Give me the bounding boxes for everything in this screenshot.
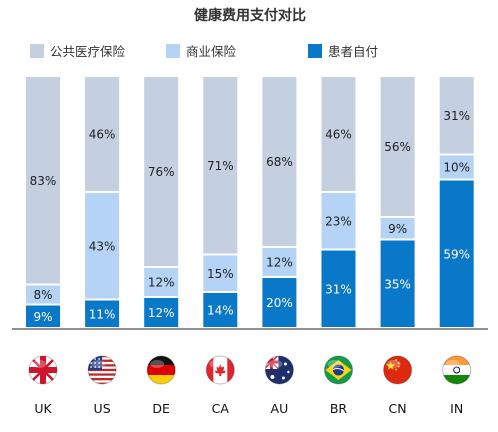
data-label-CA-2: 71% <box>207 159 234 173</box>
data-label-DE-0: 12% <box>148 306 175 320</box>
legend-swatch-2 <box>308 44 322 58</box>
bar-BR-0 <box>321 250 356 327</box>
category-label-AU: AU <box>271 401 289 416</box>
bar-US-1 <box>85 193 120 299</box>
bar-CN-0 <box>380 240 415 327</box>
bar-BR-2 <box>321 77 356 191</box>
uk-flag-icon <box>28 355 58 385</box>
india-flag-icon <box>442 355 472 385</box>
data-label-BR-1: 23% <box>325 214 352 228</box>
bar-UK-2 <box>26 77 60 284</box>
data-label-CN-2: 56% <box>384 140 411 154</box>
bar-IN-1 <box>439 155 474 179</box>
category-label-US: US <box>94 401 111 416</box>
china-flag-icon <box>383 355 413 385</box>
bar-DE-1 <box>144 268 179 296</box>
data-label-US-2: 46% <box>89 128 116 142</box>
bar-CN-2 <box>380 77 415 216</box>
data-label-CA-1: 15% <box>207 267 234 281</box>
category-label-DE: DE <box>152 401 170 416</box>
data-label-DE-1: 12% <box>148 276 175 290</box>
bar-AU-2 <box>262 77 297 246</box>
category-label-CA: CA <box>212 401 230 416</box>
brazil-flag-icon <box>324 355 353 385</box>
data-label-AU-1: 12% <box>266 256 293 270</box>
data-label-UK-0: 9% <box>33 310 52 324</box>
bar-AU-0 <box>262 278 297 327</box>
data-label-DE-2: 76% <box>148 165 175 179</box>
bar-DE-0 <box>144 298 179 327</box>
bar-UK-1 <box>26 285 60 304</box>
legend-label-2: 患者自付 <box>328 44 378 59</box>
data-label-US-0: 11% <box>89 307 116 321</box>
data-label-UK-2: 83% <box>30 174 57 188</box>
bars: 9% 8% 83% 11% 43% 46% 12% 12% 76% 14% 15% 71% 20% 12%… <box>26 77 474 327</box>
category-labels: UK US DE CA AU BR CN IN <box>34 401 463 416</box>
category-label-UK: UK <box>34 401 52 416</box>
legend-label-1: 商业保险 <box>186 44 237 59</box>
data-label-IN-1: 10% <box>443 161 470 175</box>
chart-title: 健康费用支付对比 <box>194 7 306 24</box>
bar-CA-0 <box>203 293 238 327</box>
bar-IN-0 <box>439 180 474 327</box>
bar-US-2 <box>85 77 120 191</box>
data-label-US-1: 43% <box>89 239 116 253</box>
bar-CN-1 <box>380 218 415 239</box>
bar-UK-0 <box>26 305 60 327</box>
bar-AU-1 <box>262 248 297 276</box>
flag-row <box>28 355 472 385</box>
bar-CA-1 <box>203 255 238 291</box>
data-label-BR-2: 46% <box>325 128 352 142</box>
bar-DE-2 <box>144 77 179 266</box>
data-label-AU-0: 20% <box>266 296 293 310</box>
legend-label-0: 公共医疗保险 <box>50 44 126 59</box>
data-label-BR-0: 31% <box>325 282 352 296</box>
bar-BR-1 <box>321 193 356 249</box>
data-label-IN-2: 31% <box>443 109 470 123</box>
bar-CA-2 <box>203 77 238 254</box>
data-label-UK-1: 8% <box>33 288 52 302</box>
us-flag-icon <box>87 355 117 385</box>
bar-IN-2 <box>439 77 474 154</box>
data-label-CN-1: 9% <box>388 222 407 236</box>
data-label-CA-0: 14% <box>207 304 234 318</box>
bar-US-0 <box>85 300 120 327</box>
data-label-CN-0: 35% <box>384 277 411 291</box>
canada-flag-icon <box>205 355 235 385</box>
legend: 公共医疗保险 商业保险 患者自付 <box>30 44 378 59</box>
australia-flag-icon <box>264 355 294 385</box>
data-label-AU-2: 68% <box>266 155 293 169</box>
legend-swatch-1 <box>166 44 180 58</box>
legend-swatch-0 <box>30 44 44 58</box>
data-label-IN-0: 59% <box>443 247 470 261</box>
category-label-BR: BR <box>330 401 348 416</box>
germany-flag-icon <box>146 355 176 385</box>
category-label-IN: IN <box>450 401 463 416</box>
category-label-CN: CN <box>389 401 407 416</box>
